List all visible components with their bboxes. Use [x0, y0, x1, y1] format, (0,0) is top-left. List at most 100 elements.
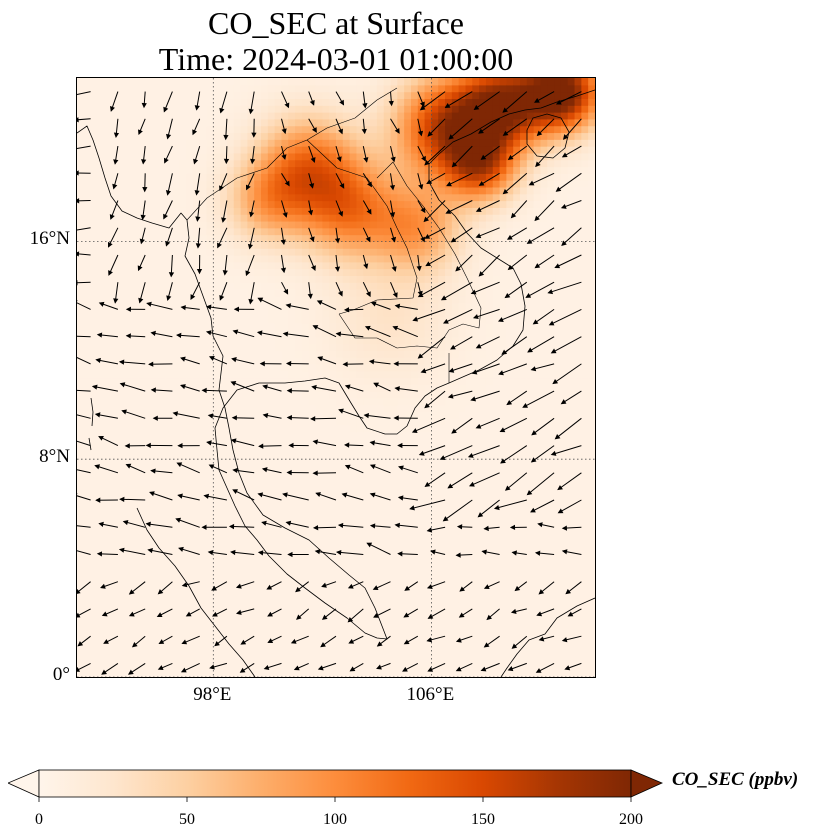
field-cell — [151, 152, 160, 161]
field-cell — [220, 254, 228, 263]
field-cell — [83, 343, 92, 351]
field-cell — [301, 214, 310, 222]
field-cell — [158, 268, 167, 276]
field-cell — [370, 295, 378, 304]
field-cell — [117, 636, 126, 644]
field-cell — [342, 479, 351, 488]
field-cell — [342, 186, 351, 195]
field-cell — [131, 295, 139, 304]
field-cell — [226, 159, 235, 168]
field-cell — [186, 350, 194, 358]
field-cell — [90, 316, 99, 324]
field-cell — [356, 547, 364, 556]
field-cell — [83, 472, 92, 481]
field-cell — [438, 84, 446, 93]
field-cell — [179, 418, 187, 426]
field-cell — [267, 438, 276, 447]
field-cell — [281, 459, 289, 467]
field-cell — [431, 622, 439, 630]
field-cell — [145, 534, 153, 542]
field-cell — [390, 295, 398, 304]
field-cell — [131, 425, 139, 433]
field-cell — [458, 602, 467, 610]
field-cell — [247, 642, 255, 651]
field-cell — [117, 438, 126, 447]
field-cell — [117, 370, 126, 379]
field-cell — [267, 486, 276, 494]
field-cell — [356, 595, 364, 603]
field-cell — [417, 404, 426, 413]
field-cell — [192, 425, 201, 433]
field-cell — [376, 105, 385, 113]
field-cell — [438, 282, 446, 290]
field-cell — [97, 513, 105, 522]
field-cell — [322, 486, 330, 494]
field-cell — [138, 404, 146, 413]
field-cell — [274, 574, 283, 583]
field-cell — [104, 513, 112, 522]
field-cell — [145, 139, 153, 147]
field-cell — [199, 180, 208, 188]
field-cell — [131, 139, 139, 147]
field-cell — [247, 350, 255, 358]
field-cell — [322, 411, 330, 419]
field-cell — [383, 404, 392, 413]
field-cell — [274, 642, 283, 651]
field-cell — [247, 132, 255, 140]
field-cell — [376, 656, 385, 664]
field-cell — [288, 397, 296, 406]
field-cell — [233, 534, 242, 542]
field-cell — [151, 438, 160, 447]
field-cell — [397, 152, 405, 161]
field-cell — [329, 581, 337, 590]
field-cell — [220, 173, 228, 181]
field-cell — [458, 234, 467, 242]
field-cell — [151, 568, 160, 576]
field-cell — [199, 663, 208, 671]
field-cell — [220, 357, 228, 365]
field-cell — [342, 452, 351, 460]
field-cell — [458, 336, 467, 345]
field-cell — [329, 173, 337, 181]
field-cell — [172, 78, 180, 86]
field-cell — [363, 615, 371, 624]
field-cell — [165, 431, 174, 440]
field-cell — [445, 105, 453, 113]
field-cell — [349, 431, 358, 440]
field-cell — [117, 282, 126, 290]
field-cell — [363, 118, 371, 127]
field-cell — [438, 289, 446, 297]
field-cell — [431, 173, 439, 181]
field-cell — [410, 554, 419, 562]
field-cell — [431, 554, 439, 562]
field-cell — [315, 459, 323, 467]
field-cell — [158, 309, 167, 317]
field-cell — [404, 316, 412, 324]
field-cell — [308, 309, 317, 317]
field-cell — [417, 336, 426, 345]
field-cell — [383, 173, 392, 181]
field-cell — [179, 343, 187, 351]
field-cell — [247, 622, 255, 630]
field-cell — [179, 670, 187, 677]
field-cell — [342, 445, 351, 453]
field-cell — [451, 377, 460, 385]
field-cell — [397, 445, 405, 453]
field-cell — [151, 656, 160, 664]
field-cell — [172, 500, 180, 508]
field-cell — [417, 343, 426, 351]
field-cell — [117, 84, 126, 93]
field-cell — [247, 615, 255, 624]
field-cell — [356, 534, 364, 542]
field-cell — [247, 581, 255, 590]
field-cell — [199, 384, 208, 392]
field-cell — [274, 336, 283, 345]
co-concentration-field — [77, 78, 595, 677]
map-panel[interactable] — [76, 77, 596, 678]
field-cell — [376, 200, 385, 208]
field-cell — [458, 438, 467, 447]
field-cell — [356, 540, 364, 549]
field-cell — [281, 220, 289, 229]
field-cell — [383, 642, 392, 651]
field-cell — [145, 261, 153, 270]
